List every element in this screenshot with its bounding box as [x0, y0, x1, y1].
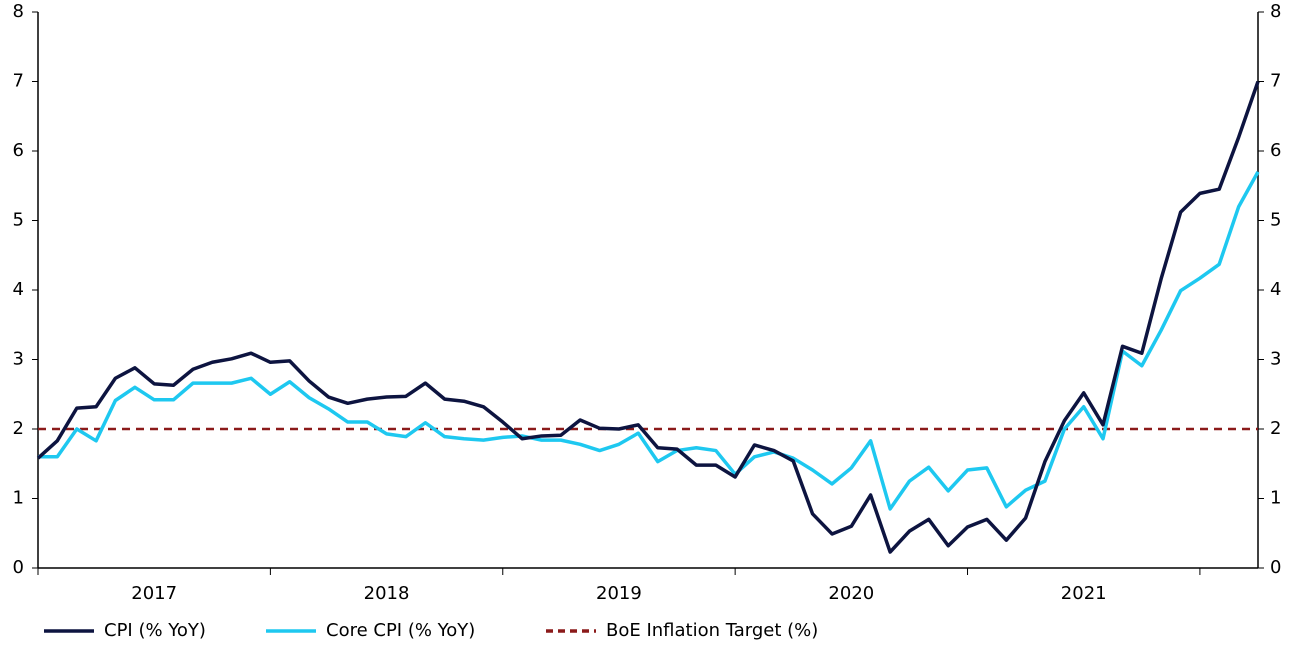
- legend-label: BoE Inflation Target (%): [606, 620, 818, 641]
- y2-tick-label: 6: [1270, 140, 1281, 161]
- legend-label: CPI (% YoY): [104, 620, 206, 641]
- y2-tick-label: 0: [1270, 557, 1281, 578]
- y2-tick-label: 5: [1270, 210, 1281, 231]
- y2-tick-label: 4: [1270, 279, 1281, 300]
- x-tick-label: 2018: [364, 583, 410, 604]
- y-tick-label: 0: [13, 557, 24, 578]
- y2-tick-label: 2: [1270, 418, 1281, 439]
- series-line: [38, 171, 1260, 511]
- y-tick-label: 3: [13, 349, 24, 370]
- y2-tick-label: 1: [1270, 488, 1281, 509]
- y-tick-label: 7: [13, 71, 24, 92]
- y-tick-label: 6: [13, 140, 24, 161]
- x-tick-label: 2020: [828, 583, 874, 604]
- x-tick-label: 2021: [1061, 583, 1107, 604]
- series-line: [36, 80, 1260, 554]
- y2-tick-label: 7: [1270, 71, 1281, 92]
- y-tick-label: 8: [13, 1, 24, 22]
- y-tick-label: 1: [13, 488, 24, 509]
- x-tick-label: 2019: [596, 583, 642, 604]
- x-tick-label: 2017: [131, 583, 177, 604]
- y-tick-label: 5: [13, 210, 24, 231]
- y-tick-label: 2: [13, 418, 24, 439]
- y-tick-label: 4: [13, 279, 24, 300]
- y2-tick-label: 3: [1270, 349, 1281, 370]
- y2-tick-label: 8: [1270, 1, 1281, 22]
- legend-label: Core CPI (% YoY): [326, 620, 475, 641]
